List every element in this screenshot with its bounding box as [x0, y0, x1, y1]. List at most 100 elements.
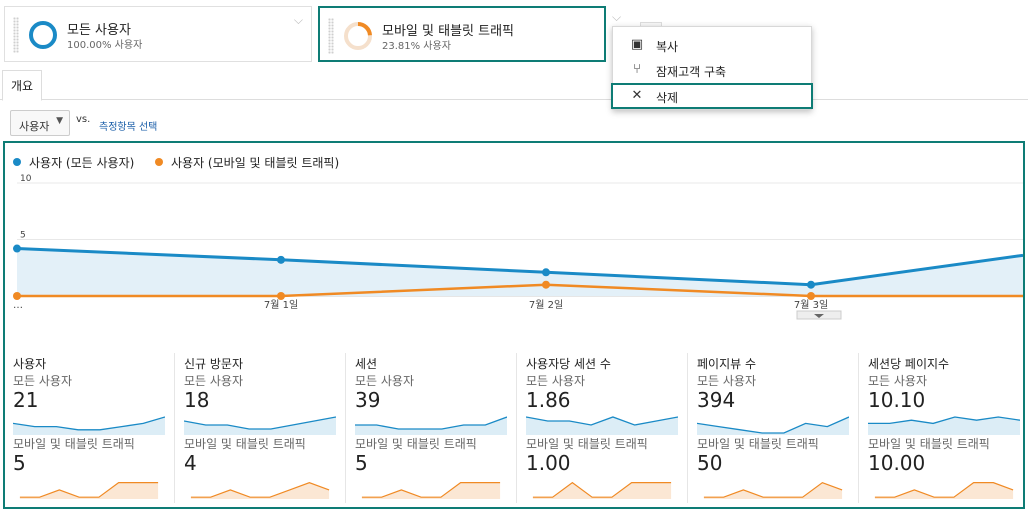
menu-item-label: 잠재고객 구축: [656, 65, 727, 79]
metric-value: 21: [13, 388, 39, 412]
sparkline-line: [532, 481, 672, 498]
legend-item-all-users[interactable]: 사용자 (모든 사용자): [13, 154, 134, 171]
sparkline-area: [13, 417, 165, 435]
line-chart[interactable]: 10 5 … 7월 1일 7월 2일 7월 3일: [5, 173, 1023, 323]
metric-name: 사용자: [13, 357, 47, 371]
metric-card[interactable]: 신규 방문자 모든 사용자 18 모바일 및 태블릿 트래픽 4: [178, 353, 346, 503]
metric-value: 5: [355, 451, 368, 475]
y-tick-label: 5: [20, 231, 26, 241]
sparkline: [190, 482, 330, 499]
metric-name: 사용자당 세션 수: [526, 357, 611, 371]
segment-label: 모바일 및 태블릿 트래픽: [13, 437, 135, 451]
sparkline: [355, 416, 507, 435]
sparkline: [526, 416, 678, 435]
segment-subtitle: 23.81% 사용자: [382, 41, 451, 52]
segment-label: 모바일 및 태블릿 트래픽: [697, 437, 819, 451]
sparkline-area: [526, 417, 678, 435]
metric-name: 세션당 페이지수: [868, 357, 950, 371]
metric-name: 페이지뷰 수: [697, 357, 757, 371]
sparkline-line: [184, 416, 336, 430]
segment-all-users[interactable]: 모든 사용자 100.00% 사용자 ⌵: [4, 6, 312, 62]
metric-card[interactable]: 사용자 모든 사용자 21 모바일 및 태블릿 트래픽 5: [7, 353, 175, 503]
metric-dropdown[interactable]: 사용자 ▼: [10, 110, 70, 136]
sparkline-line: [874, 482, 1014, 498]
sparkline-area: [190, 482, 330, 499]
metric-cards: 사용자 모든 사용자 21 모바일 및 태블릿 트래픽 5 신규 방문자 모든 사용자 18 모…: [5, 353, 1023, 503]
menu-item-build-audience[interactable]: ⑂ 잠재고객 구축: [613, 58, 811, 82]
sparkline-line: [19, 482, 159, 498]
legend-item-mobile[interactable]: 사용자 (모바일 및 태블릿 트래픽): [155, 154, 339, 171]
chevron-down-icon[interactable]: ⌵: [612, 10, 622, 24]
menu-item-copy[interactable]: ▣ 복사: [613, 33, 811, 57]
sparkline: [19, 482, 159, 499]
drag-handle[interactable]: [13, 17, 19, 53]
legend-label: 사용자 (모든 사용자): [29, 156, 135, 170]
sparkline: [868, 416, 1020, 435]
segment-options-menu: ▣ 복사 ⑂ 잠재고객 구축 ✕ 삭제: [611, 26, 813, 110]
sparkline: [13, 416, 165, 435]
sparkline-line: [355, 416, 507, 430]
segment-title: 모든 사용자: [67, 23, 131, 38]
data-point: [13, 292, 21, 300]
sparkline-area: [355, 417, 507, 435]
segment-mobile-tablet[interactable]: 모바일 및 태블릿 트래픽 23.81% 사용자: [318, 6, 606, 62]
drag-handle[interactable]: [328, 18, 334, 54]
segment-label: 모든 사용자: [868, 374, 928, 388]
select-metric-link[interactable]: 측정항목 선택: [99, 122, 158, 133]
segment-label: 모바일 및 태블릿 트래픽: [868, 437, 990, 451]
metric-value: 10.00: [868, 451, 926, 475]
caret-down-icon: [814, 314, 824, 318]
segment-label: 모든 사용자: [355, 374, 415, 388]
metric-card[interactable]: 세션당 페이지수 모든 사용자 10.10 모바일 및 태블릿 트래픽 10.00: [862, 353, 1028, 503]
metric-value: 1.00: [526, 451, 571, 475]
segment-label: 모바일 및 태블릿 트래픽: [355, 437, 477, 451]
data-point: [542, 280, 550, 289]
sparkline-line: [868, 416, 1020, 425]
sparkline-line: [703, 481, 843, 498]
metric-name: 신규 방문자: [184, 357, 244, 371]
segment-label: 모든 사용자: [697, 374, 757, 388]
segment-label: 모바일 및 태블릿 트래픽: [184, 437, 306, 451]
menu-item-label: 삭제: [656, 91, 679, 105]
sparkline: [361, 482, 501, 499]
caret-down-icon: ▼: [56, 116, 63, 126]
metric-card[interactable]: 사용자당 세션 수 모든 사용자 1.86 모바일 및 태블릿 트래픽 1.00: [520, 353, 688, 503]
metric-value: 39: [355, 388, 381, 412]
metric-name: 세션: [355, 357, 378, 371]
tab-bar: 개요: [0, 70, 1028, 101]
segment-donut-icon: [29, 21, 57, 49]
sparkline-line: [13, 416, 165, 431]
x-tick-label: …: [13, 300, 23, 311]
data-point: [13, 244, 21, 253]
metric-value: 4: [184, 451, 197, 475]
fork-icon: ⑂: [633, 62, 641, 77]
close-icon: ✕: [631, 88, 643, 103]
sparkline-area: [361, 482, 501, 499]
segment-label: 모든 사용자: [184, 374, 244, 388]
copy-icon: ▣: [630, 37, 644, 52]
sparkline-area: [874, 482, 1014, 499]
sparkline-area: [19, 482, 159, 499]
data-point: [277, 292, 285, 300]
menu-item-delete[interactable]: ✕ 삭제: [611, 83, 813, 109]
sparkline: [697, 416, 849, 435]
segment-label: 모바일 및 태블릿 트래픽: [526, 437, 648, 451]
data-point: [807, 292, 815, 300]
data-point: [277, 255, 285, 264]
sparkline: [874, 482, 1014, 499]
legend-dot: [13, 158, 21, 166]
segment-title: 모바일 및 태블릿 트래픽: [382, 24, 514, 39]
overview-panel: 사용자 (모든 사용자) 사용자 (모바일 및 태블릿 트래픽) 10 5 … 7월 …: [3, 141, 1025, 509]
menu-item-label: 복사: [656, 40, 679, 54]
sparkline-line: [697, 416, 849, 434]
segment-label: 모든 사용자: [526, 374, 586, 388]
segment-donut-icon: [344, 22, 372, 50]
sparkline: [703, 481, 843, 499]
metric-card[interactable]: 페이지뷰 수 모든 사용자 394 모바일 및 태블릿 트래픽 50: [691, 353, 859, 503]
data-point: [542, 268, 550, 277]
chevron-down-icon[interactable]: ⌵: [293, 13, 303, 27]
tab-overview[interactable]: 개요: [2, 70, 42, 101]
x-tick-label: 7월 3일: [794, 299, 828, 311]
legend-label: 사용자 (모바일 및 태블릿 트래픽): [171, 156, 340, 170]
